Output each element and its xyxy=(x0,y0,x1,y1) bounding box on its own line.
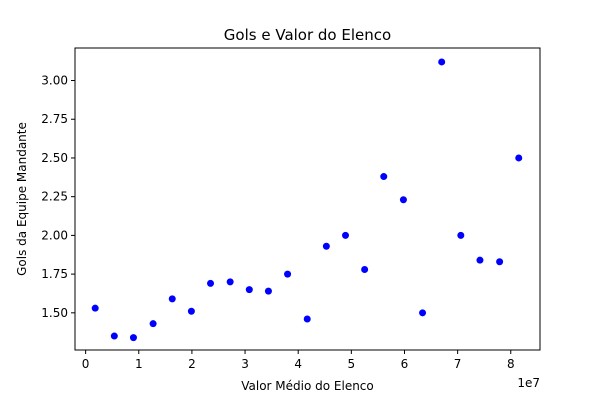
data-point xyxy=(284,270,292,278)
data-point xyxy=(476,256,484,264)
data-point xyxy=(226,278,234,286)
x-axis-offset-label: 1e7 xyxy=(517,376,540,390)
plot-frame xyxy=(74,47,541,351)
data-point xyxy=(380,173,388,181)
y-tick-label: 2.50 xyxy=(41,151,68,165)
x-tick-label: 3 xyxy=(241,357,249,371)
data-point xyxy=(361,265,369,273)
data-point xyxy=(187,307,195,315)
data-point xyxy=(245,286,253,294)
y-tick-label: 2.00 xyxy=(41,228,68,242)
y-tick-label: 3.00 xyxy=(41,74,68,88)
x-axis-label: Valor Médio do Elenco xyxy=(241,379,374,393)
x-tick-label: 5 xyxy=(348,357,356,371)
x-tick-label: 1 xyxy=(135,357,143,371)
data-point xyxy=(399,196,407,204)
y-axis: 1.50 1.75 2.00 2.25 2.50 2.75 3.00 xyxy=(41,74,75,320)
chart-title: Gols e Valor do Elenco xyxy=(224,26,391,44)
data-point xyxy=(129,334,137,342)
data-point xyxy=(264,287,272,295)
data-point xyxy=(207,279,215,287)
y-tick-label: 2.25 xyxy=(41,190,68,204)
data-point xyxy=(419,309,427,317)
y-axis-label: Gols da Equipe Mandante xyxy=(15,122,29,276)
x-tick-label: 6 xyxy=(401,357,409,371)
x-tick-label: 4 xyxy=(294,357,302,371)
y-tick-label: 1.75 xyxy=(41,267,68,281)
y-tick-label: 1.50 xyxy=(41,306,68,320)
x-tick-label: 7 xyxy=(454,357,462,371)
y-tick-label: 2.75 xyxy=(41,112,68,126)
data-point xyxy=(341,231,349,239)
x-tick-label: 8 xyxy=(507,357,515,371)
data-point xyxy=(515,154,523,162)
data-point xyxy=(438,58,446,66)
data-point xyxy=(322,242,330,250)
x-axis: 0 1 2 3 4 5 6 7 8 xyxy=(82,350,515,371)
data-point xyxy=(91,304,99,312)
data-point xyxy=(496,258,504,266)
x-tick-label: 0 xyxy=(82,357,90,371)
data-points xyxy=(91,58,523,342)
data-point xyxy=(149,320,157,328)
data-point xyxy=(303,315,311,323)
x-tick-label: 2 xyxy=(188,357,196,371)
data-point xyxy=(457,231,465,239)
data-point xyxy=(168,295,176,303)
data-point xyxy=(110,332,118,340)
